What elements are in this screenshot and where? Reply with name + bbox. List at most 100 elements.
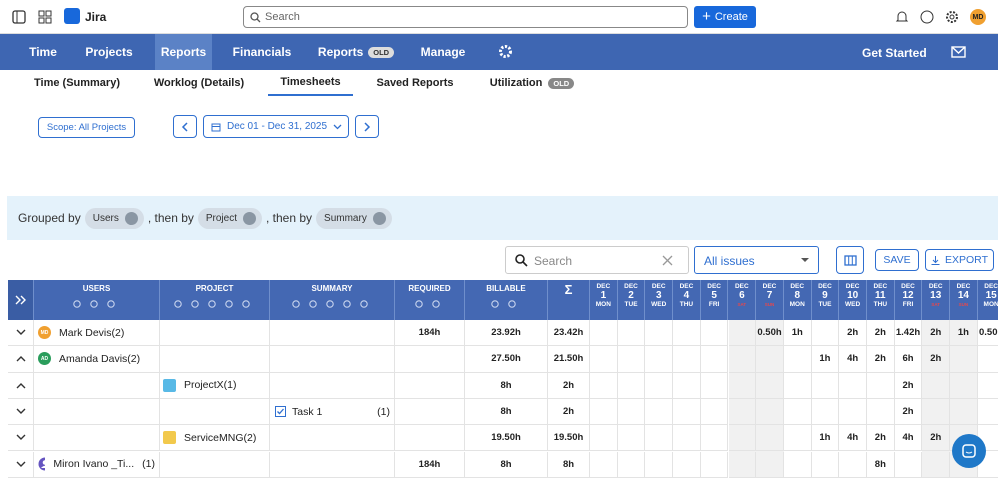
day-cell[interactable]: 0.50h: [977, 320, 998, 347]
nav-label: Manage: [420, 45, 466, 59]
day-cell: [617, 372, 646, 399]
prev-button[interactable]: [173, 115, 197, 138]
day-weekday: WED: [651, 301, 667, 308]
issue-filter[interactable]: All issues: [694, 246, 819, 274]
jira-logo: [64, 8, 80, 24]
nav-item[interactable]: Financials: [226, 34, 298, 70]
day-cell[interactable]: 1h: [811, 346, 840, 373]
day-cell[interactable]: 1h: [950, 320, 978, 347]
remove-icon[interactable]: [243, 211, 256, 225]
nav-item[interactable]: Reports: [155, 34, 212, 70]
expand-toggle[interactable]: [16, 461, 26, 468]
group-chip[interactable]: Summary: [316, 207, 392, 229]
get-started[interactable]: Get Started: [862, 46, 927, 60]
cell: 2h: [548, 372, 590, 399]
day-cell[interactable]: 6h: [894, 346, 923, 373]
day-cell[interactable]: 2h: [922, 320, 951, 347]
cell: 23.92h: [465, 320, 548, 347]
tab[interactable]: Saved Reports: [370, 70, 460, 96]
nav-item[interactable]: Projects: [78, 34, 140, 70]
user-icon: [38, 457, 46, 471]
scope-button[interactable]: Scope: All Projects: [38, 117, 135, 138]
bell-icon[interactable]: [895, 10, 909, 24]
remove-icon[interactable]: [372, 211, 386, 225]
day-hours: 1.42h: [895, 327, 921, 339]
next-button[interactable]: [355, 115, 379, 138]
user-avatar[interactable]: MD: [970, 9, 986, 25]
column-tools[interactable]: [489, 299, 523, 309]
day-cell: [645, 425, 674, 452]
expand-all[interactable]: [8, 280, 34, 320]
sidebar-icon[interactable]: [12, 10, 26, 24]
tab[interactable]: Utilization OLD: [482, 70, 582, 96]
column-tools[interactable]: [71, 299, 122, 309]
nav-item[interactable]: Manage: [412, 34, 474, 70]
column-tools[interactable]: [413, 299, 447, 309]
date-range-picker[interactable]: Dec 01 - Dec 31, 2025: [203, 115, 349, 138]
day-cell[interactable]: 2h: [867, 425, 895, 452]
column-tools[interactable]: [172, 299, 257, 309]
search-box[interactable]: Search: [243, 6, 688, 28]
day-weekday: THU: [679, 301, 694, 308]
separator: , then by: [147, 211, 194, 225]
tab[interactable]: Time (Summary): [30, 70, 124, 96]
day-cell: [645, 346, 674, 373]
day-cell[interactable]: 8h: [867, 451, 895, 478]
day-hours: 1h: [791, 327, 803, 339]
day-cell[interactable]: 2h: [839, 320, 867, 347]
clear-icon[interactable]: [662, 255, 673, 266]
group-chip[interactable]: Project: [197, 207, 262, 229]
tab[interactable]: Worklog (Details): [148, 70, 250, 96]
gear-icon[interactable]: [498, 44, 513, 59]
column-tools[interactable]: [290, 299, 375, 309]
collapse-toggle[interactable]: [16, 382, 26, 389]
cell: [8, 451, 34, 478]
day-cell[interactable]: 2h: [867, 320, 895, 347]
nav-item[interactable]: Time: [20, 34, 66, 70]
timesheet-table: USERS PROJECT SUMMARY REQUIRED BILLABLE Σ DEC 1…: [0, 280, 998, 481]
table-search[interactable]: Search: [505, 246, 689, 274]
settings-icon[interactable]: [945, 10, 959, 24]
day-cell[interactable]: 4h: [839, 346, 867, 373]
group-chip[interactable]: Users: [84, 207, 144, 229]
day-cell[interactable]: 0.50h: [756, 320, 784, 347]
day-cell: [728, 346, 757, 373]
day-header: DEC 2 TUE: [618, 280, 646, 320]
day-cell[interactable]: 1h: [811, 425, 840, 452]
nav-item[interactable]: Reports OLD: [309, 34, 403, 70]
cell: ProjectX(1): [160, 372, 270, 399]
day-cell: [783, 451, 812, 478]
day-weekday: MON: [983, 301, 998, 308]
collapse-toggle[interactable]: [16, 355, 26, 362]
tab[interactable]: Timesheets: [268, 70, 353, 96]
apps-icon[interactable]: [38, 10, 52, 24]
remove-icon[interactable]: [124, 211, 138, 225]
export-button[interactable]: EXPORT: [925, 249, 994, 271]
create-button[interactable]: + Create: [694, 6, 756, 28]
total-hours: 8h: [562, 458, 575, 470]
help-icon[interactable]: [920, 10, 934, 24]
app-name: Jira: [85, 10, 107, 24]
expand-toggle[interactable]: [16, 408, 26, 415]
day-cell[interactable]: 2h: [922, 425, 951, 452]
save-button[interactable]: SAVE: [875, 249, 919, 271]
day-hours: 1h: [819, 432, 831, 444]
day-cell[interactable]: 2h: [867, 346, 895, 373]
columns-button[interactable]: [836, 246, 864, 274]
create-label: Create: [714, 11, 748, 23]
day-cell[interactable]: 2h: [922, 346, 951, 373]
column-header: REQUIRED: [395, 280, 465, 320]
day-cell[interactable]: 2h: [894, 372, 923, 399]
day-cell[interactable]: 1.42h: [894, 320, 923, 347]
day-cell[interactable]: 4h: [894, 425, 923, 452]
day-cell[interactable]: 4h: [839, 425, 867, 452]
expand-toggle[interactable]: [16, 434, 26, 441]
mail-icon[interactable]: [951, 46, 966, 58]
day-number: 9: [822, 290, 828, 301]
day-cell[interactable]: 2h: [894, 398, 923, 426]
day-cell[interactable]: 1h: [783, 320, 812, 347]
expand-toggle[interactable]: [16, 329, 26, 336]
day-month: DEC: [734, 283, 749, 290]
chat-button[interactable]: [952, 434, 986, 468]
cell: 2h: [548, 398, 590, 426]
